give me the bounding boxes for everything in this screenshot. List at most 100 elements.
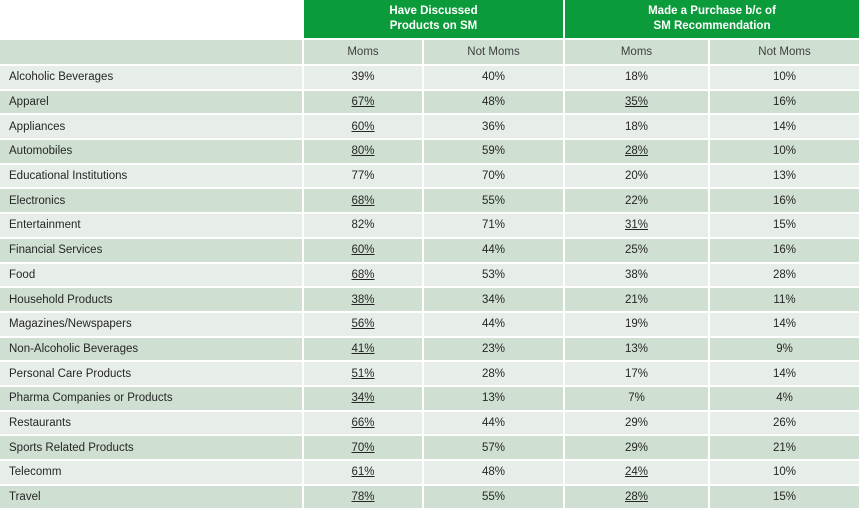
- value-cell: 29%: [563, 409, 708, 435]
- value-cell: 28%: [708, 261, 859, 287]
- value-text: 51%: [351, 367, 375, 380]
- value-cell: 16%: [708, 88, 859, 114]
- category-cell: Alcoholic Beverages: [0, 64, 302, 89]
- value-text: 66%: [351, 416, 375, 429]
- table-row: Electronics 68% 55% 22% 16%: [0, 187, 859, 213]
- value-cell: 60%: [302, 113, 422, 139]
- value-cell: 56%: [302, 310, 422, 336]
- table-row: Appliances 60% 36% 18% 14%: [0, 113, 859, 139]
- value-text: 39%: [351, 71, 375, 84]
- category-cell: Restaurants: [0, 409, 302, 435]
- value-cell: 11%: [708, 286, 859, 311]
- value-cell: 70%: [302, 434, 422, 459]
- value-text: 28%: [624, 491, 649, 504]
- value-text: 70%: [481, 170, 506, 183]
- value-cell: 77%: [302, 162, 422, 188]
- value-text: 41%: [351, 342, 375, 355]
- value-cell: 66%: [302, 409, 422, 435]
- value-cell: 10%: [708, 64, 859, 89]
- value-text: 44%: [481, 244, 506, 257]
- value-cell: 23%: [422, 335, 563, 361]
- value-text: 18%: [624, 71, 649, 84]
- value-cell: 13%: [563, 335, 708, 361]
- value-text: 60%: [351, 244, 375, 257]
- value-text: 70%: [351, 441, 375, 454]
- group-header-line2: SM Recommendation: [653, 20, 771, 32]
- value-cell: 19%: [563, 310, 708, 336]
- value-text: 82%: [351, 219, 375, 232]
- table-row: Automobiles 80% 59% 28% 10%: [0, 138, 859, 163]
- category-cell: Entertainment: [0, 212, 302, 237]
- value-cell: 61%: [302, 459, 422, 484]
- value-text: 15%: [772, 491, 797, 504]
- value-cell: 28%: [422, 360, 563, 385]
- value-cell: 10%: [708, 138, 859, 163]
- value-text: 34%: [351, 392, 375, 405]
- value-cell: 71%: [422, 212, 563, 237]
- value-text: 28%: [624, 145, 649, 158]
- table-row: Non-Alcoholic Beverages 41% 23% 13% 9%: [0, 335, 859, 361]
- value-cell: 21%: [563, 286, 708, 311]
- category-cell: Financial Services: [0, 236, 302, 262]
- sub-header-moms: Moms: [302, 38, 422, 64]
- value-text: 60%: [351, 120, 375, 133]
- value-cell: 21%: [708, 434, 859, 459]
- table-row: Educational Institutions 77% 70% 20% 13%: [0, 162, 859, 188]
- table-row: Entertainment 82% 71% 31% 15%: [0, 212, 859, 237]
- value-cell: 48%: [422, 88, 563, 114]
- value-cell: 15%: [708, 483, 859, 508]
- value-cell: 17%: [563, 360, 708, 385]
- value-text: 38%: [351, 293, 375, 306]
- value-cell: 51%: [302, 360, 422, 385]
- category-cell: Electronics: [0, 187, 302, 213]
- value-text: 48%: [481, 96, 506, 109]
- value-text: 7%: [628, 392, 645, 405]
- value-text: 56%: [351, 318, 375, 331]
- value-text: 22%: [624, 194, 649, 207]
- table-row: Sports Related Products 70% 57% 29% 21%: [0, 434, 859, 459]
- table-row: Magazines/Newspapers 56% 44% 19% 14%: [0, 310, 859, 336]
- value-cell: 78%: [302, 483, 422, 508]
- value-cell: 28%: [563, 138, 708, 163]
- value-text: 57%: [481, 441, 506, 454]
- value-cell: 44%: [422, 236, 563, 262]
- category-cell: Personal Care Products: [0, 360, 302, 385]
- value-cell: 14%: [708, 310, 859, 336]
- value-cell: 22%: [563, 187, 708, 213]
- value-cell: 57%: [422, 434, 563, 459]
- value-text: 19%: [624, 318, 649, 331]
- value-cell: 38%: [302, 286, 422, 311]
- value-cell: 25%: [563, 236, 708, 262]
- value-cell: 44%: [422, 409, 563, 435]
- value-text: 14%: [772, 318, 797, 331]
- category-cell: Travel: [0, 483, 302, 508]
- table-row: Financial Services 60% 44% 25% 16%: [0, 236, 859, 262]
- value-cell: 38%: [563, 261, 708, 287]
- corner-cell: [0, 0, 302, 38]
- value-text: 78%: [351, 491, 375, 504]
- group-header-row: Have Discussed Products on SM Made a Pur…: [0, 0, 859, 38]
- value-cell: 40%: [422, 64, 563, 89]
- value-cell: 14%: [708, 113, 859, 139]
- category-cell: Pharma Companies or Products: [0, 384, 302, 410]
- value-text: 40%: [481, 71, 506, 84]
- category-cell: Non-Alcoholic Beverages: [0, 335, 302, 361]
- value-text: 44%: [481, 318, 506, 331]
- group-header-discussed: Have Discussed Products on SM: [302, 0, 563, 38]
- value-cell: 67%: [302, 88, 422, 114]
- value-cell: 36%: [422, 113, 563, 139]
- sub-header-moms: Moms: [563, 38, 708, 64]
- value-cell: 15%: [708, 212, 859, 237]
- category-cell: Magazines/Newspapers: [0, 310, 302, 336]
- value-text: 68%: [351, 268, 375, 281]
- table-row: Pharma Companies or Products 34% 13% 7% 4%: [0, 384, 859, 410]
- value-cell: 48%: [422, 459, 563, 484]
- value-text: 29%: [624, 441, 649, 454]
- value-cell: 68%: [302, 187, 422, 213]
- table-row: Apparel 67% 48% 35% 16%: [0, 88, 859, 114]
- category-cell: Automobiles: [0, 138, 302, 163]
- value-text: 20%: [624, 170, 649, 183]
- value-text: 55%: [481, 491, 506, 504]
- table-row: Food 68% 53% 38% 28%: [0, 261, 859, 287]
